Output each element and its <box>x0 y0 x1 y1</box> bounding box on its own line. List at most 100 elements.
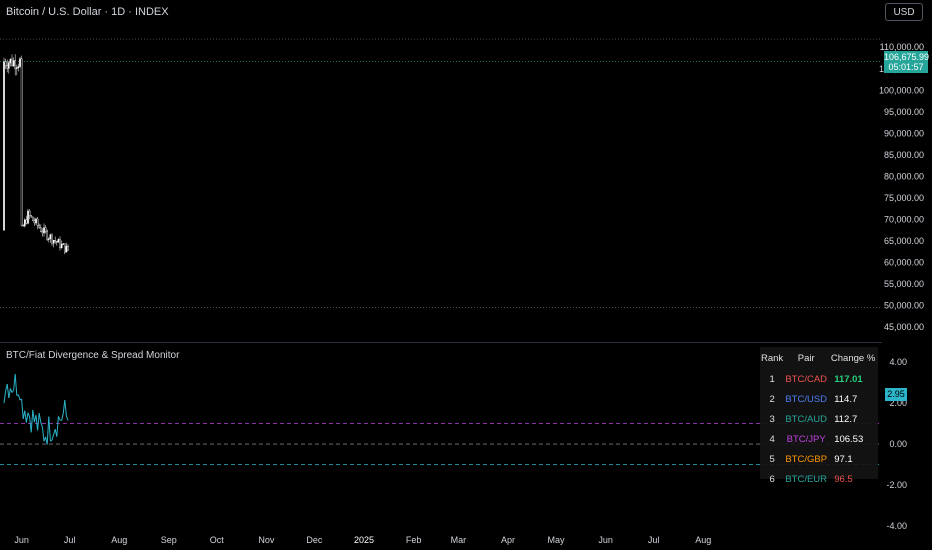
grid <box>0 38 882 308</box>
time-tick-label: Aug <box>695 535 711 545</box>
time-tick-label: Sep <box>161 535 177 545</box>
table-row: 6 BTC/EUR 96.5 <box>760 469 878 489</box>
candle-body <box>44 227 47 232</box>
candle-body <box>14 60 17 69</box>
candle-body <box>63 243 66 253</box>
candle-body <box>6 65 8 69</box>
oscillator-plot <box>0 374 882 465</box>
price-tick-label: 45,000.00 <box>884 322 924 332</box>
header-rank: Rank <box>761 352 784 364</box>
oscillator-segment <box>35 414 39 431</box>
price-tick-label: 65,000.00 <box>884 236 924 246</box>
table-row: 5 BTC/GBP 97.1 <box>760 449 878 469</box>
time-tick-label: Aug <box>111 535 127 545</box>
price-axis[interactable]: 45,000.00 50,000.00 55,000.00 60,000.00 65,0… <box>879 42 924 332</box>
oscillator-segment <box>14 374 18 396</box>
table-row: 3 BTC/AUD 112.7 <box>760 409 878 429</box>
oscillator-segment <box>25 412 29 423</box>
time-tick-label: Jul <box>64 535 76 545</box>
candle-body <box>46 230 48 240</box>
row-rank: 3 <box>769 413 775 425</box>
candle-body <box>65 245 68 253</box>
oscillator-segment <box>30 410 34 433</box>
row-change: 112.7 <box>834 413 858 425</box>
oscillator-axis[interactable]: 4.00 2.00 0.00 -2.00 -4.00 <box>886 357 907 531</box>
row-pair: BTC/GBP <box>785 453 828 465</box>
oscillator-segment <box>24 410 27 423</box>
candle-body <box>43 227 45 234</box>
row-pair: BTC/AUD <box>785 413 828 425</box>
oscillator-tick-label: 0.00 <box>889 439 907 449</box>
candle-body <box>7 62 10 69</box>
candle-body <box>24 219 26 227</box>
candle-body <box>35 218 37 224</box>
row-pair: BTC/JPY <box>786 433 826 445</box>
candle-body <box>22 225 25 227</box>
candle-body <box>59 239 61 249</box>
row-change: 97.1 <box>834 453 853 465</box>
time-tick-label: Oct <box>210 535 225 545</box>
candle-body <box>48 238 50 240</box>
table-header-row: Rank Pair Change % <box>760 347 878 369</box>
candle-body <box>33 220 36 224</box>
table-row: 1 BTC/CAD 117.01 <box>760 369 878 389</box>
oscillator-segment <box>65 415 69 421</box>
currency-button[interactable]: USD <box>885 3 923 21</box>
time-tick-label: 2025 <box>354 535 374 545</box>
candle-body <box>56 241 58 243</box>
price-tick-label: 75,000.00 <box>884 193 924 203</box>
oscillator-segment <box>38 413 42 423</box>
header-pair: Pair <box>797 352 815 364</box>
candle-body <box>19 58 21 67</box>
oscillator-segment <box>56 416 59 437</box>
row-rank: 6 <box>769 473 775 485</box>
oscillator-segment <box>41 427 45 442</box>
row-change: 106.53 <box>834 433 864 445</box>
candle-body <box>67 245 69 251</box>
oscillator-segment <box>9 388 13 393</box>
candle-body <box>25 219 28 224</box>
row-pair: BTC/USD <box>785 393 828 405</box>
time-tick-label: Jun <box>14 535 29 545</box>
indicator-title[interactable]: BTC/Fiat Divergence & Spread Monitor <box>6 350 180 361</box>
oscillator-tick-label: -4.00 <box>886 521 907 531</box>
oscillator-value-tag: 2.95 <box>885 388 907 401</box>
oscillator-segment <box>40 422 43 428</box>
candle-body <box>28 210 31 216</box>
oscillator-segment <box>48 416 51 442</box>
time-tick-label: Dec <box>306 535 323 545</box>
oscillator-segment <box>17 394 21 401</box>
row-change: 114.7 <box>834 393 858 405</box>
oscillator-segment <box>27 412 31 418</box>
row-rank: 4 <box>769 433 775 445</box>
time-tick-label: May <box>547 535 565 545</box>
candle-body <box>41 231 44 234</box>
time-axis[interactable]: Jun Jul Aug Sep Oct Nov Dec 2025 Feb Mar Apr May Jun… <box>14 535 711 545</box>
price-tick-label: 90,000.00 <box>884 128 924 138</box>
oscillator-segment <box>6 384 10 399</box>
time-tick-label: Feb <box>406 535 422 545</box>
price-tick-label: 70,000.00 <box>884 214 924 224</box>
row-pair: BTC/EUR <box>785 473 828 485</box>
table-row: 2 BTC/USD 114.7 <box>760 389 878 409</box>
oscillator-segment <box>46 416 50 445</box>
candle-body <box>30 215 33 218</box>
time-tick-label: Jun <box>598 535 613 545</box>
time-tick-label: Mar <box>451 535 467 545</box>
row-change: 117.01 <box>834 373 863 385</box>
oscillator-segment <box>8 388 11 399</box>
header-change: Change % <box>830 352 876 364</box>
candle-body <box>20 58 23 226</box>
time-tick-label: Jul <box>648 535 660 545</box>
candle-body <box>3 61 5 231</box>
oscillator-segment <box>50 439 53 442</box>
price-tick-label: 55,000.00 <box>884 279 924 289</box>
oscillator-segment <box>51 434 55 441</box>
time-tick-label: Nov <box>258 535 275 545</box>
candle-body <box>27 210 29 224</box>
candle-body <box>11 58 13 66</box>
symbol-title[interactable]: Bitcoin / U.S. Dollar · 1D · INDEX <box>6 6 169 18</box>
oscillator-segment <box>57 416 61 421</box>
candle-body <box>36 218 39 226</box>
